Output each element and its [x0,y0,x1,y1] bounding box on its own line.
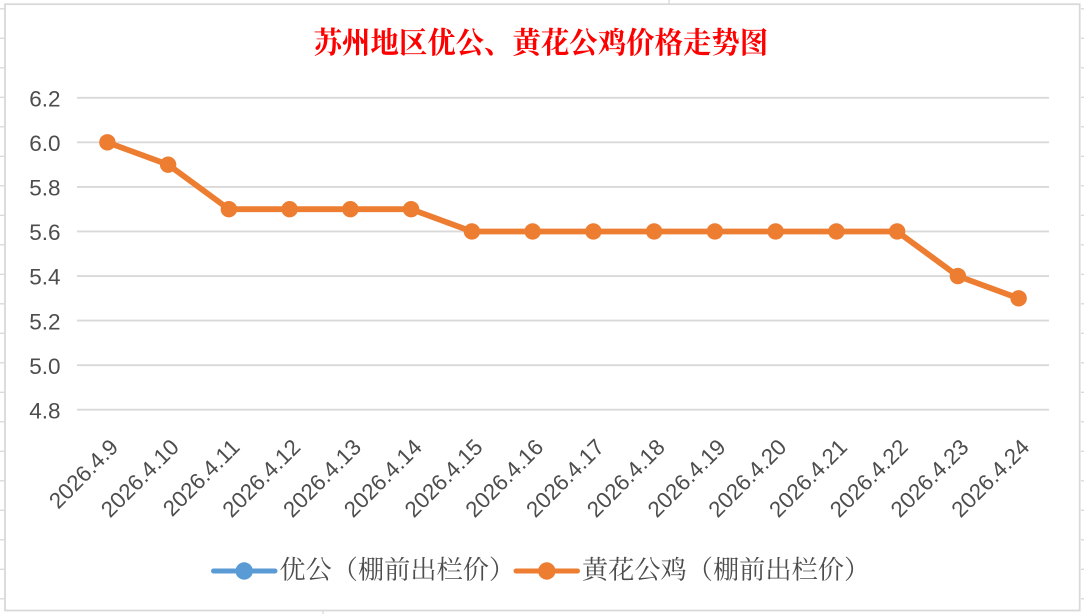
svg-text:5.6: 5.6 [29,220,60,245]
svg-text:6.2: 6.2 [29,87,60,112]
svg-text:5.8: 5.8 [29,176,60,201]
svg-text:4.8: 4.8 [29,398,60,423]
svg-text:5.2: 5.2 [29,309,60,334]
svg-text:5.4: 5.4 [29,265,60,290]
svg-text:6.0: 6.0 [29,131,60,156]
svg-text:5.0: 5.0 [29,354,60,379]
